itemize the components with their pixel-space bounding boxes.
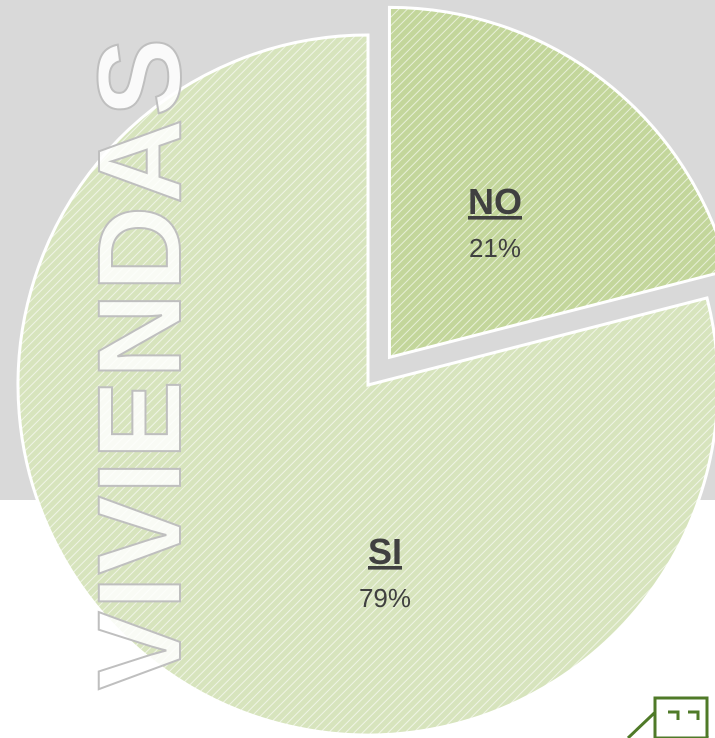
- pie: [16, 5, 715, 737]
- chart-title: VIVIENDAS: [74, 36, 206, 690]
- slice-value-label: 21%: [469, 233, 521, 263]
- house-icon: [626, 696, 710, 738]
- pie-slice: [387, 5, 715, 360]
- labels: NO 21% SI 79%: [359, 181, 522, 613]
- slice-value-label: 79%: [359, 583, 411, 613]
- slice-category: SI: [368, 531, 402, 572]
- slice-category: NO: [468, 181, 522, 222]
- pie-slice: [16, 33, 715, 737]
